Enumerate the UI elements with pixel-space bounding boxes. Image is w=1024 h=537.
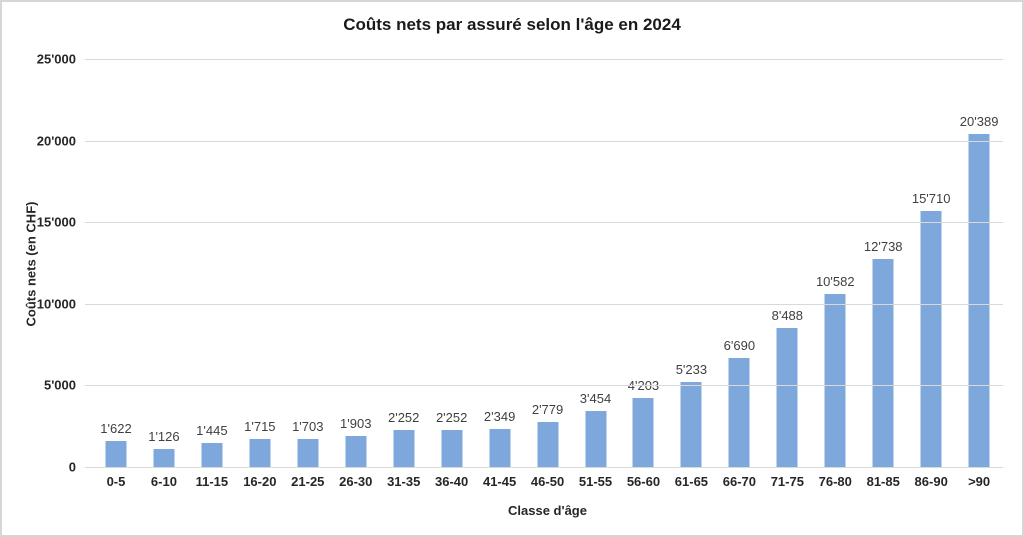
- x-tick-label: 86-90: [914, 474, 948, 489]
- x-tick-label: 31-35: [387, 474, 421, 489]
- plot-area: 1'622 1'126 1'445 1'715 1'703 1'903 2'252 2'252…: [85, 59, 1003, 468]
- bar-slot: 15'710: [907, 59, 955, 467]
- x-tick-label: 6-10: [150, 474, 177, 489]
- bar-slot: 2'252: [380, 59, 428, 467]
- x-tick-label: 76-80: [818, 474, 852, 489]
- bar-value-label: 2'252: [387, 410, 420, 426]
- bar: [297, 439, 319, 467]
- x-tick-label: 61-65: [674, 474, 709, 489]
- x-tick-label: 0-5: [106, 474, 126, 489]
- bar: [872, 259, 894, 467]
- bar-value-label: 1'903: [340, 415, 372, 431]
- bar-value-label: 3'454: [579, 390, 612, 406]
- x-tick-label: 16-20: [243, 474, 277, 489]
- bar: [968, 134, 990, 467]
- bar-slot: 10'582: [811, 59, 859, 467]
- bar: [393, 430, 415, 467]
- bar: [776, 328, 798, 467]
- bar-slot: 1'126: [140, 59, 188, 467]
- x-tick-label: 41-45: [482, 474, 517, 489]
- bar-value-label: 15'710: [911, 190, 951, 206]
- bar: [489, 428, 511, 467]
- gridline: [85, 222, 1003, 224]
- bar: [105, 440, 127, 467]
- bar: [728, 357, 750, 467]
- bar-value-label: 12'738: [863, 239, 903, 255]
- y-tick-label: 15'000: [36, 214, 76, 230]
- bar-value-label: 1'622: [100, 420, 132, 436]
- bar: [680, 381, 702, 467]
- bar: [537, 421, 559, 467]
- bar: [249, 439, 271, 467]
- bar-slot: 3'454: [572, 59, 620, 467]
- x-tick-label: 21-25: [291, 474, 325, 489]
- bar-slot: 1'703: [284, 59, 332, 467]
- x-tick-label: 56-60: [626, 474, 661, 489]
- y-tick-label: 25'000: [36, 51, 76, 67]
- bar-slot: 1'445: [188, 59, 236, 467]
- y-tick-label: 5'000: [43, 377, 76, 393]
- bar-slot: 5'233: [667, 59, 715, 467]
- bar: [585, 410, 606, 467]
- bar-slot: 2'349: [476, 59, 524, 467]
- bar: [632, 398, 654, 467]
- bar-value-label: 20'389: [959, 114, 999, 130]
- x-tick-label: 46-50: [530, 474, 565, 489]
- bar-value-label: 2'779: [531, 401, 564, 417]
- gridline: [85, 303, 1003, 305]
- bar-slot: 1'622: [92, 59, 140, 467]
- x-tick-label: 66-70: [722, 474, 756, 489]
- bar-value-label: 2'252: [435, 410, 468, 426]
- gridline: [85, 385, 1003, 387]
- bar: [441, 430, 463, 467]
- bar: [824, 294, 846, 467]
- gridline: [85, 140, 1003, 142]
- bar-slot: 1'715: [236, 59, 284, 467]
- bar-value-label: 5'233: [675, 361, 708, 377]
- gridline: [85, 467, 1003, 468]
- bar: [920, 210, 942, 467]
- gridline: [85, 59, 1003, 60]
- bar-value-label: 1'445: [196, 423, 228, 439]
- x-axis-title: Classe d'âge: [508, 503, 587, 518]
- x-tick-label: 11-15: [195, 474, 229, 489]
- bar-value-label: 2'349: [483, 408, 516, 424]
- x-tick-label: 36-40: [435, 474, 469, 489]
- bar-value-label: 1'703: [292, 419, 324, 435]
- bar: [201, 443, 223, 467]
- bar-series: 1'622 1'126 1'445 1'715 1'703 1'903 2'252 2'252…: [92, 59, 1003, 467]
- bar-slot: 2'252: [428, 59, 476, 467]
- y-tick-label: 10'000: [36, 296, 76, 312]
- bar-slot: 12'738: [859, 59, 907, 467]
- x-tick-label: 81-85: [866, 474, 900, 489]
- bar-slot: 1'903: [332, 59, 380, 467]
- bar-value-label: 6'690: [723, 337, 756, 353]
- x-axis-tick-labels: 0-5 6-10 11-15 16-20 21-25 26-30 31-35 36-40 41-…: [92, 474, 1003, 489]
- chart-title: Coûts nets par assuré selon l'âge en 202…: [343, 15, 681, 34]
- bar-value-label: 1'126: [148, 428, 180, 444]
- bar-slot: 2'779: [524, 59, 572, 467]
- bar-slot: 6'690: [715, 59, 763, 467]
- x-tick-label: >90: [968, 474, 991, 489]
- bar-slot: 20'389: [955, 59, 1003, 467]
- bar: [153, 448, 175, 467]
- x-tick-label: 71-75: [770, 474, 804, 489]
- y-tick-label: 0: [68, 459, 76, 475]
- y-tick-label: 20'000: [36, 133, 76, 149]
- bar-slot: 4'203: [619, 59, 667, 467]
- bar-value-label: 1'715: [244, 419, 276, 435]
- bar: [345, 435, 367, 467]
- x-tick-label: 26-30: [339, 474, 373, 489]
- bar-value-label: 10'582: [815, 274, 855, 290]
- bar-value-label: 8'488: [771, 308, 804, 324]
- bar-slot: 8'488: [763, 59, 811, 467]
- x-tick-label: 51-55: [578, 474, 613, 489]
